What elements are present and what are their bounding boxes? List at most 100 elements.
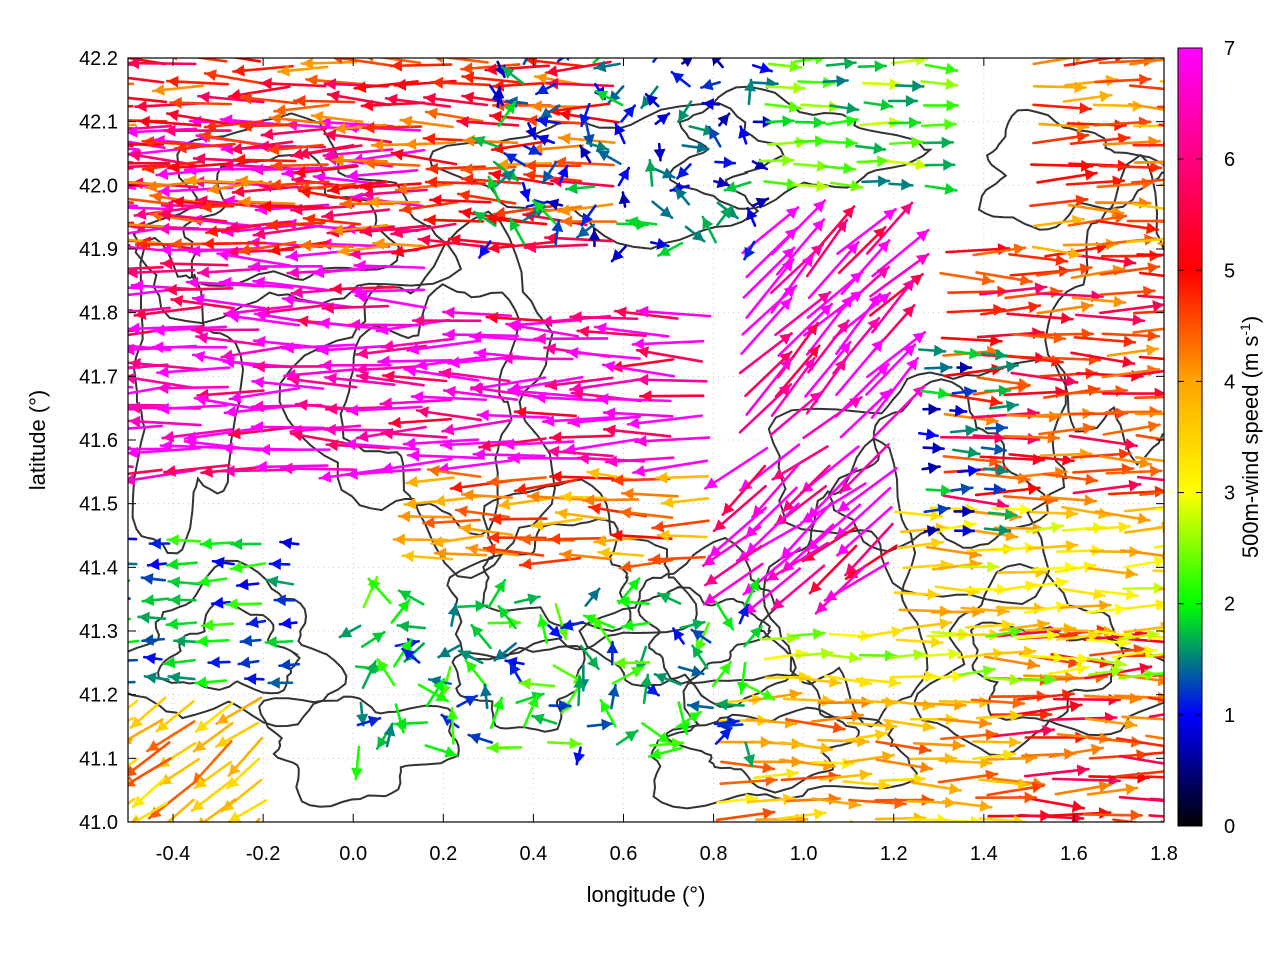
wind-arrow-head	[62, 415, 74, 427]
wind-arrow-head	[73, 212, 85, 224]
wind-arrow-head	[888, 821, 899, 833]
wind-arrow-head	[68, 155, 79, 167]
wind-arrow-head	[75, 219, 86, 231]
wind-arrow-shaft	[71, 106, 132, 108]
colorbar-label: 500m-wind speed (m s-1)	[1237, 316, 1263, 558]
y-tick-label: 42.0	[79, 175, 118, 197]
wind-arrow-head	[1206, 797, 1217, 809]
wind-arrow-head	[1165, 713, 1176, 725]
wind-arrow-head	[102, 90, 114, 102]
y-tick-label: 41.3	[79, 621, 118, 643]
wind-arrow-shaft	[68, 160, 132, 162]
wind-arrow-head	[69, 132, 81, 144]
wind-arrow-shaft	[101, 581, 129, 585]
wind-arrow-head	[1210, 134, 1221, 146]
wind-arrow-head	[97, 201, 108, 213]
wind-arrow-head	[602, 44, 614, 56]
wind-arrow-head	[654, 46, 666, 58]
wind-arrow-shaft	[63, 286, 137, 288]
wind-arrow-shaft	[97, 405, 165, 406]
wind-arrow-shaft	[63, 460, 132, 467]
x-tick-label: 0.2	[429, 843, 457, 865]
x-tick-label: 1.6	[1060, 843, 1088, 865]
wind-arrow-shaft	[61, 420, 131, 429]
wind-arrow-head	[106, 161, 117, 173]
x-tick-label: 0.4	[519, 843, 547, 865]
wind-arrow-shaft	[816, 822, 861, 826]
colorbar-tick-label: 2	[1224, 594, 1235, 616]
wind-arrow-head	[94, 471, 106, 483]
wind-arrow-head	[154, 823, 166, 835]
wind-arrow-head	[79, 79, 90, 91]
x-tick-label: 1.2	[880, 843, 908, 865]
wind-arrow-shaft	[75, 223, 133, 226]
colorbar-tick-label: 7	[1224, 38, 1235, 60]
wind-arrow-shaft	[59, 270, 130, 274]
wind-arrow-head	[1165, 765, 1177, 777]
y-tick-label: 41.6	[79, 430, 118, 452]
wind-arrow-shaft	[79, 84, 133, 86]
wind-arrow-head	[59, 437, 71, 449]
y-tick-label: 41.1	[79, 748, 118, 770]
x-tick-label: -0.4	[156, 843, 190, 865]
colorbar-tick-label: 3	[1224, 483, 1235, 505]
x-tick-label: 1.4	[970, 843, 998, 865]
wind-arrow-head	[96, 338, 108, 350]
wind-arrow-shaft	[844, 824, 900, 828]
y-tick-label: 42.2	[79, 48, 118, 70]
wind-arrow-head	[64, 137, 76, 149]
colorbar-tick-label: 6	[1224, 149, 1235, 171]
wind-arrow-shaft	[108, 682, 134, 683]
wind-arrow-head	[116, 654, 127, 666]
wind-arrow-head	[95, 132, 107, 144]
y-tick-label: 42.1	[79, 112, 118, 134]
wind-arrow-shaft	[106, 599, 130, 600]
wind-arrow-shaft	[58, 350, 132, 363]
wind-arrow-shaft	[116, 660, 137, 661]
wind-arrow-head	[63, 308, 74, 320]
wind-arrow-head	[64, 280, 75, 292]
colorbar-tick-label: 1	[1224, 705, 1235, 727]
wind-arrow-head	[64, 455, 76, 467]
wind-arrow-shaft	[65, 168, 133, 173]
wind-arrow-head	[1209, 122, 1220, 134]
wind-arrow-shaft	[65, 203, 137, 206]
x-tick-label: 1.8	[1150, 843, 1178, 865]
x-tick-label: 0.0	[339, 843, 367, 865]
wind-arrow-shaft	[1144, 673, 1179, 675]
wind-arrow-shaft	[98, 615, 130, 620]
colorbar-tick-label: 0	[1224, 816, 1235, 838]
wind-arrow-head	[65, 167, 76, 179]
wind-arrow-head	[92, 731, 105, 742]
y-tick-label: 41.0	[79, 812, 118, 834]
x-tick-label: -0.2	[246, 843, 280, 865]
wind-arrow-head	[62, 376, 74, 388]
wind-arrow-head	[106, 593, 117, 605]
colorbar-tick-label: 5	[1224, 260, 1235, 282]
wind-arrow-shaft	[117, 538, 136, 539]
y-tick-label: 41.4	[79, 557, 118, 579]
y-tick-label: 41.9	[79, 239, 118, 261]
wind-arrow-head	[1164, 233, 1176, 245]
wind-arrow-head	[1164, 501, 1176, 513]
wind-arrow-head	[101, 70, 113, 82]
wind-arrow-head	[105, 157, 116, 169]
wind-arrow-head	[103, 716, 115, 728]
wind-arrow-head	[97, 399, 108, 411]
y-tick-label: 41.5	[79, 494, 118, 516]
wind-arrow-head	[1166, 649, 1177, 661]
wind-arrow-head	[96, 292, 108, 304]
wind-arrow-head	[59, 397, 71, 409]
wind-arrow-head	[88, 794, 101, 805]
wind-arrow-head	[110, 218, 121, 230]
wind-arrow-head	[100, 775, 113, 786]
wind-arrow-head	[59, 268, 70, 280]
wind-arrow-head	[95, 391, 107, 403]
wind-arrow-head	[98, 139, 109, 151]
wind-arrow-head	[106, 331, 118, 343]
y-tick-label: 41.2	[79, 685, 118, 707]
x-tick-label: 0.6	[610, 843, 638, 865]
x-axis-label: longitude (°)	[587, 882, 706, 907]
